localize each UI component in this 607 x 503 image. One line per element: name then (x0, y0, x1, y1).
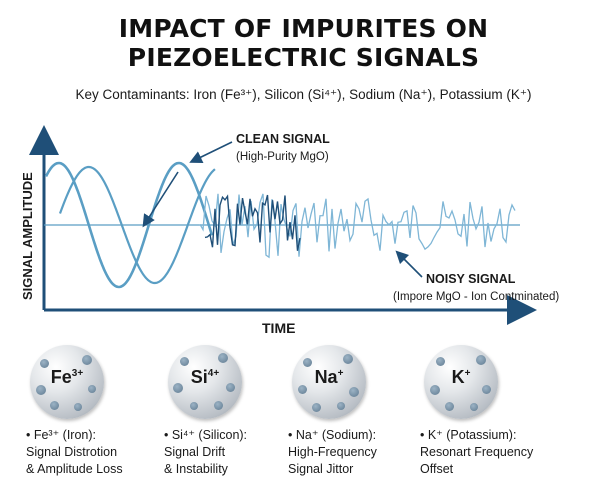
potassium-symbol: K (451, 367, 465, 387)
silicon-line-2: Signal Drift (164, 445, 226, 459)
silicon-charge: 4+ (207, 368, 220, 379)
potassium-line-2: Resonart Frequency (420, 445, 534, 459)
iron-symbol: Fe (50, 367, 72, 387)
iron-line-1: • Fe³⁺ (Iron): (26, 428, 97, 442)
noisy-arrow (395, 250, 423, 278)
sodium-line-3: Signal Jittor (288, 462, 354, 476)
silicon-description: • Si⁴⁺ (Silicon): Signal Drift & Instabi… (152, 427, 272, 478)
sodium-ion-sphere-icon: Na+ (292, 345, 366, 419)
clean-arrow-1 (189, 141, 233, 163)
sodium-line-2: High-Frequency (288, 445, 377, 459)
title-line-2: PIEZOELECTRIC SIGNALS (127, 43, 480, 72)
iron-line-3: & Amplitude Loss (26, 462, 123, 476)
potassium-ion-sphere-icon: K+ (424, 345, 498, 419)
silicon-line-1: • Si⁴⁺ (Silicon): (164, 428, 248, 442)
silicon-ion-sphere-icon: Si4+ (168, 345, 242, 419)
potassium-description: • K⁺ (Potassium): Resonart Frequency Off… (408, 427, 534, 478)
iron-ion-sphere-icon: Fe3+ (30, 345, 104, 419)
potassium-line-1: • K⁺ (Potassium): (420, 428, 517, 442)
iron-line-2: Signal Distrotion (26, 445, 118, 459)
sodium-symbol: Na (314, 367, 338, 387)
clean-signal-wave-secondary (58, 165, 216, 285)
iron-description: • Fe³⁺ (Iron): Signal Distrotion & Ampli… (14, 427, 134, 478)
contaminants-subtitle: Key Contaminants: Iron (Fe³⁺), Silicon (… (75, 87, 532, 102)
iron-charge: 3+ (71, 368, 84, 379)
noisy-signal-label: NOISY SIGNAL (426, 272, 516, 286)
clean-signal-label: CLEAN SIGNAL (236, 132, 330, 146)
element-silicon: Si4+ • Si⁴⁺ (Silicon): Signal Drift & In… (152, 345, 272, 478)
silicon-symbol: Si (190, 367, 208, 387)
sodium-line-1: • Na⁺ (Sodium): (288, 428, 377, 442)
sodium-charge: + (337, 368, 344, 379)
noisy-signal-dark (204, 194, 301, 251)
x-axis-label: TIME (262, 320, 295, 336)
title-line-1: IMPACT OF IMPURITES ON (118, 14, 489, 43)
y-axis-label: SIGNAL AMPLITUDE (20, 172, 35, 300)
element-iron: Fe3+ • Fe³⁺ (Iron): Signal Distrotion & … (14, 345, 134, 478)
noisy-signal-sublabel: (Impore MgO - Ion Contminated) (393, 291, 559, 303)
element-sodium: Na+ • Na⁺ (Sodium): High-Frequency Signa… (276, 345, 396, 478)
silicon-line-3: & Instability (164, 462, 228, 476)
clean-arrow-2 (142, 171, 179, 228)
element-potassium: K+ • K⁺ (Potassium): Resonart Frequency … (408, 345, 534, 478)
potassium-charge: + (464, 368, 471, 379)
potassium-line-3: Offset (420, 462, 454, 476)
clean-signal-sublabel: (High-Purity MgO) (236, 151, 329, 163)
sodium-description: • Na⁺ (Sodium): High-Frequency Signal Ji… (276, 427, 396, 478)
page-title: IMPACT OF IMPURITES ON PIEZOELECTRIC SIG… (0, 14, 607, 72)
